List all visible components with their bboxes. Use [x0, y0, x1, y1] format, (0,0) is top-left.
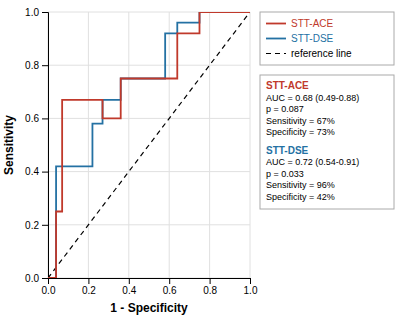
- y-axis-line: [42, 13, 49, 279]
- x-axis-tick-mark: [210, 278, 211, 284]
- grid-line-x: [88, 12, 89, 278]
- stats-line: p = 0.087: [266, 104, 304, 114]
- stats-line: p = 0.033: [266, 169, 304, 179]
- grid-line-y: [48, 224, 250, 225]
- grid-line-x: [169, 12, 170, 278]
- grid: [48, 12, 250, 278]
- x-axis-tick-mark: [250, 278, 251, 284]
- y-axis-tick: 0.4: [25, 166, 48, 177]
- x-axis-tick-label: 0.2: [82, 285, 96, 296]
- y-axis-tick-label: 0.4: [25, 166, 39, 177]
- grid-line-x: [209, 12, 210, 278]
- x-axis: 0.0 0.2 0.4 0.6 0.8 1.0: [42, 278, 258, 296]
- y-axis-tick-label: 0.2: [25, 220, 39, 231]
- y-axis-tick-mark: [42, 12, 48, 13]
- stats-line: Specificity = 42%: [266, 192, 335, 202]
- stats-line: AUC = 0.68 (0.49-0.88): [266, 93, 359, 103]
- x-axis-tick-label: 0.0: [42, 285, 56, 296]
- y-axis-tick: 0.0: [25, 273, 48, 284]
- x-axis-tick-label: 0.8: [203, 285, 217, 296]
- x-axis-title: 1 - Specificity: [110, 301, 188, 315]
- x-axis-tick-label: 0.6: [163, 285, 177, 296]
- stats-line: Sensitivity = 67%: [266, 116, 335, 126]
- x-axis-tick-label: 0.4: [122, 285, 136, 296]
- plot: 0.0 0.2 0.4 0.6 0.8 1.0 0.0 0.2 0.4 0.6 0.8 1.0 1 - …: [2, 7, 258, 315]
- grid-line-y: [48, 171, 250, 172]
- x-axis-tick: 0.4: [122, 278, 136, 296]
- x-axis-tick: 0.6: [163, 278, 177, 296]
- y-axis-tick-mark: [42, 225, 48, 226]
- x-axis-tick-mark: [88, 278, 89, 284]
- stats-box-frame: [260, 75, 394, 209]
- y-axis-tick-mark: [42, 278, 48, 279]
- grid-line-x: [250, 12, 251, 278]
- legend-swatch: [266, 53, 286, 54]
- series-line: [48, 12, 250, 278]
- stats-box: STT-ACE AUC = 0.68 (0.49-0.88)p = 0.087 Se…: [260, 75, 394, 209]
- legend-swatch: [266, 38, 286, 40]
- y-axis-tick: 1.0: [25, 7, 48, 18]
- x-axis-tick-mark: [129, 278, 130, 284]
- legend: STT-ACE STT-DSE reference line: [260, 12, 394, 65]
- y-axis-tick-mark: [42, 172, 48, 173]
- stats-line: Sensitivity = 96%: [266, 180, 335, 190]
- legend-label: reference line: [291, 48, 352, 59]
- legend-box: [260, 12, 394, 65]
- grid-line-y: [48, 118, 250, 119]
- x-axis-tick: 0.0: [42, 278, 56, 296]
- grid-line-x: [128, 12, 129, 278]
- x-axis-line: [49, 279, 251, 285]
- y-axis-tick-label: 0.0: [25, 273, 39, 284]
- y-axis-tick-label: 0.8: [25, 60, 39, 71]
- stats-title: STT-DSE: [266, 145, 309, 156]
- legend-swatch: [266, 23, 286, 25]
- stats-title: STT-ACE: [266, 80, 309, 91]
- y-axis-tick-label: 0.6: [25, 113, 39, 124]
- y-axis-tick: 0.8: [25, 60, 48, 71]
- y-axis-tick-mark: [42, 118, 48, 119]
- series-line: [48, 12, 250, 278]
- stats-line: AUC = 0.72 (0.54-0.91): [266, 157, 359, 167]
- y-axis-title: Sensitivity: [2, 115, 16, 175]
- series-line: [48, 12, 250, 278]
- legend-label: STT-ACE: [291, 18, 334, 29]
- lines: [48, 12, 250, 278]
- grid-line-y: [48, 65, 250, 66]
- y-axis: 0.0 0.2 0.4 0.6 0.8 1.0: [25, 7, 48, 284]
- y-axis-tick-label: 1.0: [25, 7, 39, 18]
- stats-line: Specificity = 73%: [266, 127, 335, 137]
- x-axis-tick: 0.8: [203, 278, 217, 296]
- x-axis-tick-mark: [169, 278, 170, 284]
- y-axis-tick: 0.2: [25, 220, 48, 231]
- x-axis-tick-label: 1.0: [244, 285, 258, 296]
- x-axis-tick: 0.2: [82, 278, 96, 296]
- x-axis-tick: 1.0: [244, 278, 258, 296]
- legend-label: STT-DSE: [291, 33, 334, 44]
- y-axis-tick: 0.6: [25, 113, 48, 124]
- y-axis-tick-mark: [42, 65, 48, 66]
- chart: 0.0 0.2 0.4 0.6 0.8 1.0 0.0 0.2 0.4 0.6 0.8 1.0 1 - …: [0, 0, 400, 320]
